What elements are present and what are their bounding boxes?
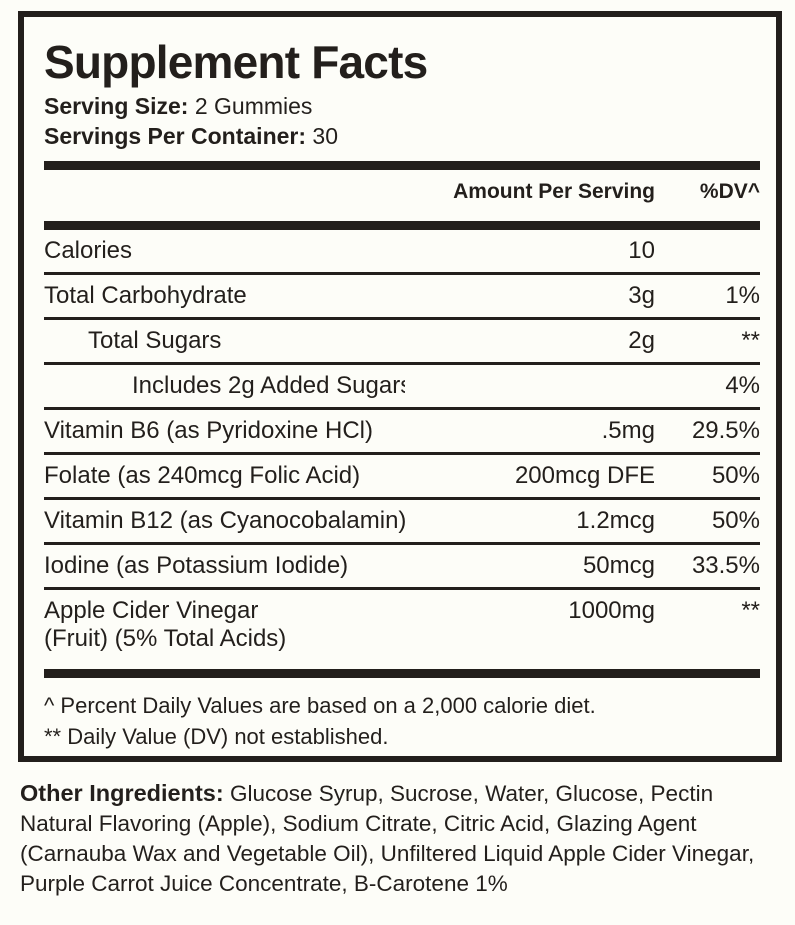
table-row: Includes 2g Added Sugars 4% [44, 365, 760, 407]
row-divider [44, 316, 760, 320]
table-column-headers: Amount Per Serving %DV^ [44, 170, 760, 212]
footnote: ^ Percent Daily Values are based on a 2,… [44, 692, 596, 718]
nutrient-dv: 29.5% [691, 416, 760, 444]
nutrient-amount: .5mg [601, 416, 655, 444]
row-divider [44, 406, 760, 410]
serving-size-value: 2 Gummies [194, 93, 313, 119]
nutrient-amount: 1000mg [568, 596, 655, 624]
row-divider [44, 451, 760, 455]
row-divider [44, 586, 760, 590]
column-header-dv: %DV^ [699, 179, 760, 203]
rule-above-footnotes [44, 668, 760, 678]
nutrient-amount: 10 [628, 236, 655, 264]
other-ingredients: Other Ingredients: Glucose Syrup, Sucros… [20, 778, 782, 899]
table-row: Folate (as 240mcg Folic Acid) 200mcg DFE 5… [44, 455, 760, 497]
serving-size-line: Serving Size: 2 Gummies [44, 91, 760, 121]
rule-below-serving-info [44, 160, 760, 170]
rule-below-column-headers [44, 220, 760, 230]
nutrient-name: Vitamin B12 (as Cyanocobalamin) [44, 508, 405, 533]
nutrient-name: Iodine (as Potassium Iodide) [44, 553, 349, 578]
table-row: Total Carbohydrate 3g 1% [44, 275, 760, 317]
servings-per-container-value: 30 [312, 123, 339, 150]
row-divider [44, 496, 760, 500]
other-ingredients-text: Glucose Syrup, Sucrose, Water, Glucose, … [20, 781, 755, 897]
footnote: ** Daily Value (DV) not established. [44, 723, 389, 749]
nutrient-dv: 33.5% [691, 551, 760, 579]
nutrient-table: Calories 10 Total Carbohydrate 3g 1% Total Su… [44, 230, 760, 660]
supplement-facts-panel: Supplement Facts Serving Size: 2 Gummies… [18, 11, 782, 762]
nutrient-amount: 2g [628, 326, 655, 354]
nutrient-amount: 3g [628, 281, 655, 309]
footnotes: ^ Percent Daily Values are based on a 2,… [44, 678, 760, 752]
row-divider [44, 271, 760, 275]
table-row: Vitamin B6 (as Pyridoxine HCl) .5mg 29.5% [44, 410, 760, 452]
nutrient-name: Apple Cider Vinegar [44, 598, 259, 623]
nutrient-name: Calories [44, 238, 133, 263]
nutrient-dv: 50% [711, 461, 760, 489]
serving-size-label: Serving Size: [44, 93, 189, 119]
nutrient-dv: 50% [711, 506, 760, 534]
servings-per-container-label: Servings Per Container: [44, 123, 307, 150]
table-row: Apple Cider Vinegar 1000mg ** [44, 590, 760, 627]
nutrient-dv: ** [741, 596, 760, 624]
nutrient-dv: ** [741, 326, 760, 354]
nutrient-name-line2: (Fruit) (5% Total Acids) [44, 626, 287, 651]
nutrient-dv: 4% [725, 371, 760, 399]
table-row: Iodine (as Potassium Iodide) 50mcg 33.5% [44, 545, 760, 587]
table-row: Vitamin B12 (as Cyanocobalamin) 1.2mcg 50% [44, 500, 760, 542]
nutrient-name: Total Carbohydrate [44, 283, 247, 308]
nutrient-dv: 1% [725, 281, 760, 309]
row-divider [44, 361, 760, 365]
column-header-amount: Amount Per Serving [453, 179, 655, 203]
nutrient-name: Folate (as 240mcg Folic Acid) [44, 463, 361, 488]
nutrient-amount: 50mcg [582, 551, 655, 579]
servings-per-container-line: Servings Per Container: 30 [44, 121, 760, 151]
page-title: Supplement Facts [44, 36, 428, 88]
table-row: Total Sugars 2g ** [44, 320, 760, 362]
table-row-continuation: (Fruit) (5% Total Acids) [44, 627, 760, 660]
nutrient-amount: 1.2mcg [576, 506, 655, 534]
nutrient-amount: 200mcg DFE [514, 461, 655, 489]
row-divider [44, 541, 760, 545]
nutrient-name: Includes 2g Added Sugars [132, 373, 405, 398]
other-ingredients-label: Other Ingredients: [20, 780, 224, 806]
nutrient-name: Vitamin B6 (as Pyridoxine HCl) [44, 418, 374, 443]
table-row: Calories 10 [44, 230, 760, 272]
nutrient-name: Total Sugars [88, 328, 222, 353]
